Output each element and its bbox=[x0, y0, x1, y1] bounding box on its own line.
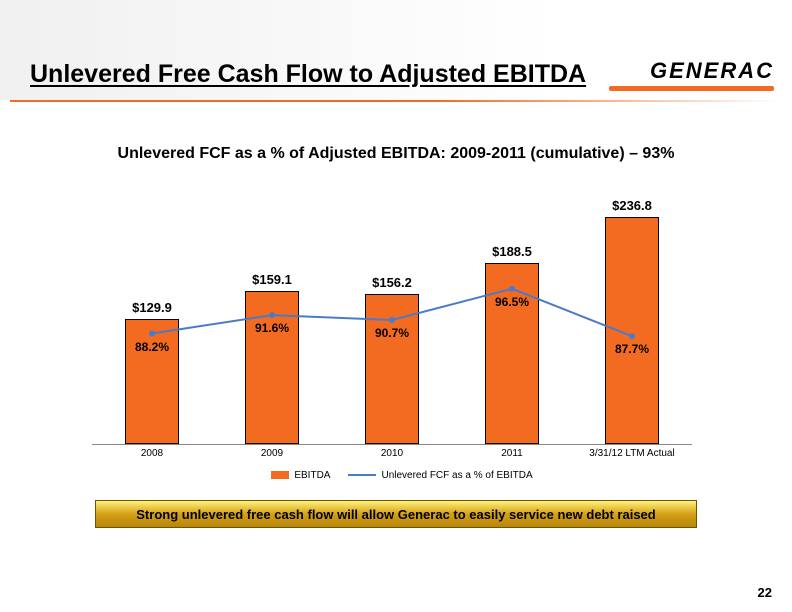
bar-value-label: $236.8 bbox=[572, 198, 692, 213]
bar bbox=[485, 263, 539, 444]
bar bbox=[605, 217, 659, 444]
legend: EBITDA Unlevered FCF as a % of EBITDA bbox=[0, 470, 792, 481]
line-value-label: 90.7% bbox=[362, 326, 422, 340]
bar-value-label: $156.2 bbox=[332, 275, 452, 290]
legend-label: EBITDA bbox=[294, 470, 330, 481]
page-number: 22 bbox=[758, 585, 772, 600]
x-tick-label: 3/31/12 LTM Actual bbox=[572, 448, 692, 459]
logo: GENERAC bbox=[609, 58, 774, 91]
bar bbox=[365, 294, 419, 444]
x-tick-label: 2009 bbox=[212, 448, 332, 459]
line-value-label: 96.5% bbox=[482, 295, 542, 309]
legend-label: Unlevered FCF as a % of EBITDA bbox=[381, 470, 532, 481]
bar-value-label: $129.9 bbox=[92, 300, 212, 315]
logo-text: GENERAC bbox=[609, 58, 774, 84]
line-value-label: 87.7% bbox=[602, 342, 662, 356]
bar-value-label: $159.1 bbox=[212, 272, 332, 287]
bar bbox=[125, 319, 179, 444]
callout-banner: Strong unlevered free cash flow will all… bbox=[95, 500, 697, 528]
line-value-label: 91.6% bbox=[242, 321, 302, 335]
legend-swatch bbox=[271, 471, 289, 479]
x-tick-label: 2008 bbox=[92, 448, 212, 459]
chart-title: Unlevered FCF as a % of Adjusted EBITDA:… bbox=[0, 145, 792, 163]
bar bbox=[245, 291, 299, 444]
legend-swatch bbox=[348, 474, 376, 476]
title-rule bbox=[10, 100, 782, 102]
logo-underline bbox=[609, 86, 774, 91]
x-axis: 20082009201020113/31/12 LTM Actual bbox=[92, 448, 692, 468]
page-title: Unlevered Free Cash Flow to Adjusted EBI… bbox=[30, 60, 586, 89]
line-value-label: 88.2% bbox=[122, 340, 182, 354]
bar-value-label: $188.5 bbox=[452, 244, 572, 259]
chart-plot-area: $129.9$159.1$156.2$188.5$236.888.2%91.6%… bbox=[92, 205, 692, 445]
x-tick-label: 2010 bbox=[332, 448, 452, 459]
x-tick-label: 2011 bbox=[452, 448, 572, 459]
